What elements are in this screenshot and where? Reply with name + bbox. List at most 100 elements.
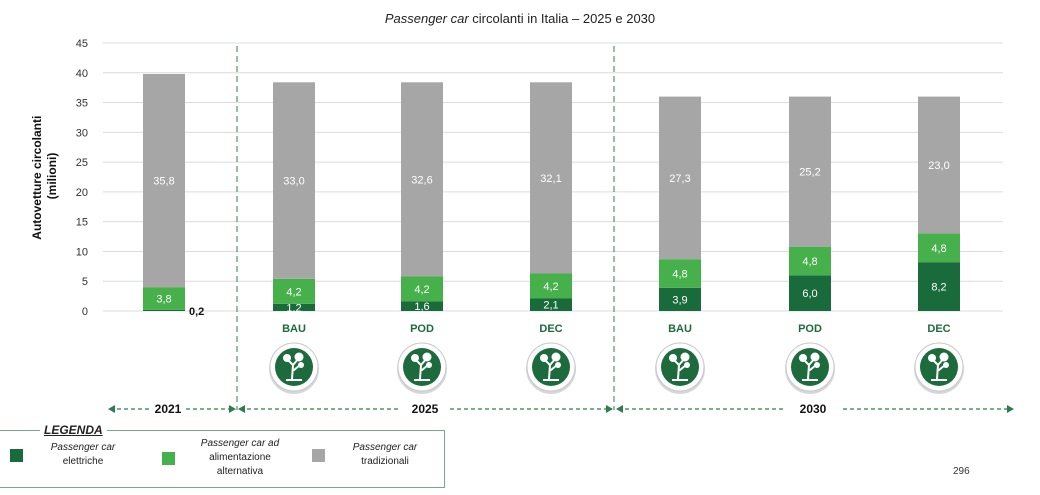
tree-leaf <box>680 352 690 362</box>
legend-text-line: Passenger car <box>352 442 418 453</box>
y-tick-label: 20 <box>76 187 88 199</box>
data-label: 32,1 <box>540 173 561 185</box>
y-axis-label: Autovetture circolanti (milioni) <box>30 112 59 239</box>
tree-leaf <box>540 354 548 362</box>
category-label: BAU <box>668 323 692 335</box>
bar-segment <box>659 96 701 260</box>
y-tick-label: 40 <box>76 68 88 80</box>
data-label: 6,0 <box>802 288 817 300</box>
y-tick-label: 10 <box>76 246 88 258</box>
legend-text-alternativa: Passenger car ad alimentazione alternati… <box>185 437 295 479</box>
bar-segment <box>273 278 315 304</box>
tree-leaf <box>939 352 949 362</box>
data-label: 1,2 <box>286 302 301 314</box>
y-tick-label: 25 <box>76 157 88 169</box>
bar-segment <box>143 287 185 310</box>
legend-text-line: alimentazione <box>209 452 271 463</box>
y-tick-label: 35 <box>76 98 88 110</box>
arrow-head <box>1007 405 1014 413</box>
data-label: 25,2 <box>799 167 820 179</box>
scenario-icons <box>269 342 964 394</box>
tree-leaf <box>810 352 820 362</box>
tree-icon <box>655 342 705 394</box>
tree-icon <box>269 342 319 394</box>
bar-segment <box>273 303 315 311</box>
tree-leaf <box>928 354 936 362</box>
y-tick-label: 0 <box>82 306 88 318</box>
data-label: 1,6 <box>414 301 429 313</box>
period-axis: 2021 2025 2030 <box>108 402 1014 416</box>
chart-title-italic: Passenger car <box>384 11 469 26</box>
category-label: DEC <box>539 323 562 335</box>
tree-leaf <box>283 354 291 362</box>
data-label: 4,8 <box>802 256 817 268</box>
tree-leaf <box>294 352 304 362</box>
bar-segment <box>273 82 315 279</box>
arrow-head <box>229 405 236 413</box>
tree-icon <box>397 342 447 394</box>
tree-leaf <box>669 354 677 362</box>
legend-text-line: elettriche <box>62 456 104 467</box>
legend-item-elettriche: Passenger car elettriche <box>10 441 133 469</box>
tree-leaf <box>814 362 820 368</box>
bar-segment <box>918 262 960 311</box>
arrow-head <box>108 405 115 413</box>
bar-segment <box>789 246 831 276</box>
bar-segment <box>143 309 185 311</box>
tree-leaf <box>411 354 419 362</box>
legend-swatch-tradizionali <box>312 448 325 462</box>
data-label: 33,0 <box>283 176 304 188</box>
data-label: 32,6 <box>411 174 432 186</box>
legend-item-tradizionali: Passenger car tradizionali <box>312 441 435 469</box>
legend-text-line: tradizionali <box>361 456 409 467</box>
bar-segment <box>659 259 701 288</box>
period-label: 2021 <box>155 402 182 416</box>
tree-icon <box>914 342 964 394</box>
legend-swatch-elettriche <box>10 448 23 462</box>
legend: LEGENDA Passenger car elettriche Passeng… <box>0 423 445 488</box>
bar-segment <box>530 298 572 311</box>
data-label: 23,0 <box>928 160 949 172</box>
bar-segment <box>789 275 831 311</box>
y-tick-label: 30 <box>76 127 88 139</box>
data-label: 4,8 <box>672 268 687 280</box>
y-axis-ticks: 0 5 10 15 20 25 30 35 40 45 <box>76 38 88 318</box>
category-label: BAU <box>282 323 306 335</box>
bar-segment <box>918 96 960 234</box>
bar-segment <box>530 273 572 299</box>
data-label: 3,9 <box>672 294 687 306</box>
bar-segment <box>530 82 572 274</box>
data-label: 35,8 <box>153 176 174 188</box>
arrow-head <box>606 405 613 413</box>
bar-segment <box>401 82 443 277</box>
category-labels: BAU POD DEC BAU POD DEC <box>282 323 951 335</box>
tree-leaf <box>799 354 807 362</box>
category-label: DEC <box>927 323 950 335</box>
page-number: 296 <box>953 466 970 477</box>
legend-text-line: Passenger car <box>50 442 116 453</box>
data-label: 4,8 <box>931 243 946 255</box>
y-axis-label-line1: Autovetture circolanti <box>30 116 44 240</box>
arrow-head <box>616 405 623 413</box>
tree-leaf <box>551 352 561 362</box>
data-label: 2,1 <box>543 300 558 312</box>
data-label: 3,8 <box>156 293 171 305</box>
bars: 0,2 3,8 35,8 1,2 4,2 33,0 1,6 4,2 32,6 2,1 4,2 32,1… <box>143 73 960 318</box>
category-label: POD <box>798 323 822 335</box>
legend-text-elettriche: Passenger car elettriche <box>33 441 133 469</box>
bar-segment <box>659 287 701 311</box>
tree-leaf <box>943 362 949 368</box>
bar-segment <box>789 96 831 247</box>
chart-title-rest: circolanti in Italia – 2025 e 2030 <box>468 11 656 26</box>
data-label: 27,3 <box>669 173 690 185</box>
chart-title: Passenger car circolanti in Italia – 202… <box>0 11 1040 26</box>
tree-leaf <box>684 362 690 368</box>
y-tick-label: 45 <box>76 38 88 50</box>
legend-text-line: alternativa <box>216 466 264 477</box>
period-label: 2025 <box>412 402 439 416</box>
legend-title: LEGENDA <box>40 423 107 437</box>
bar-segment <box>401 301 443 311</box>
tree-icon <box>785 342 835 394</box>
tree-leaf <box>298 362 304 368</box>
bar-segment <box>143 73 185 288</box>
